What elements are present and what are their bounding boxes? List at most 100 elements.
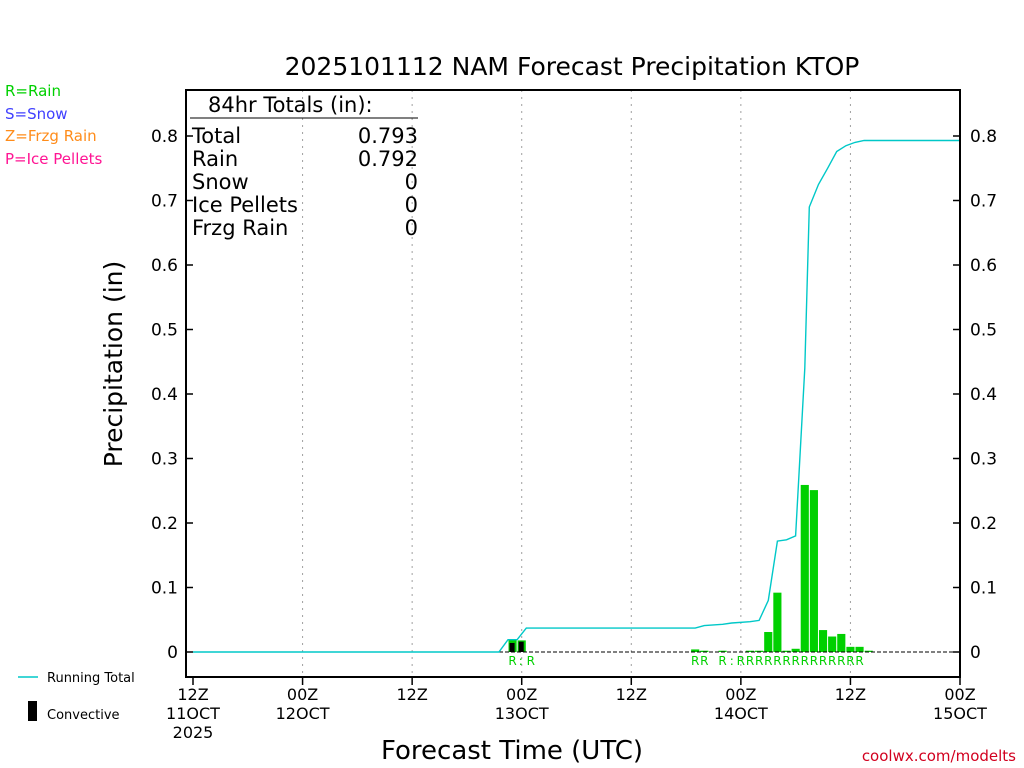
y-tick-label-right: 0.1 [970, 579, 997, 599]
rain-bar [855, 646, 864, 652]
y-tick-label-right: 0.3 [970, 450, 997, 470]
precip-type-marker: R [810, 654, 818, 668]
rain-bar [828, 636, 837, 652]
rain-bar [782, 650, 791, 652]
x-axis-title: Forecast Time (UTC) [381, 736, 643, 766]
precip-type-marker: : [519, 654, 523, 668]
y-tick-label-right: 0 [970, 643, 981, 663]
rain-bar [700, 650, 709, 652]
rain-bar [718, 650, 727, 652]
totals-label-rain: Rain [192, 147, 238, 171]
legend-running-total: Running Total [47, 671, 135, 686]
y-tick-label-left: 0.1 [151, 579, 178, 599]
totals-box: 84hr Totals (in): Total 0.793 Rain 0.792… [190, 93, 418, 240]
rain-bar [846, 646, 855, 652]
precip-type-marker: R [782, 654, 790, 668]
totals-value-frzg: 0 [405, 216, 418, 240]
x-tick-label: 12Z [396, 685, 427, 704]
precip-type-marker: : [730, 654, 734, 668]
y-tick-label-left: 0.7 [151, 192, 178, 212]
vertical-gridlines [302, 90, 851, 677]
y-tick-label-left: 0.5 [151, 321, 178, 341]
x-tick-label: 14OCT [714, 704, 768, 723]
rain-bar [800, 484, 809, 652]
y-tick-label-left: 0.4 [151, 385, 178, 405]
y-axis-title: Precipitation (in) [99, 261, 128, 468]
rain-bar [691, 649, 700, 652]
x-tick-label: 12Z [835, 685, 866, 704]
rain-bar [745, 650, 755, 652]
rain-bar [791, 648, 800, 652]
y-tick-label-left: 0.3 [151, 450, 178, 470]
totals-value-rain: 0.792 [358, 147, 418, 171]
precip-type-marker: R [837, 654, 845, 668]
y-tick-label-right: 0.8 [970, 127, 997, 147]
legend-convective: Convective [47, 708, 120, 723]
credit-text: coolwx.com/modelts [862, 747, 1016, 765]
running-total-line [193, 139, 960, 653]
totals-label-snow: Snow [192, 170, 249, 194]
precip-type-marker: R [828, 654, 836, 668]
y-tick-label-left: 0 [167, 643, 178, 663]
y-tick-label-right: 0.6 [970, 256, 997, 276]
x-tick-label: 13OCT [495, 704, 549, 723]
totals-value-snow: 0 [405, 170, 418, 194]
y-tick-label-right: 0.2 [970, 514, 997, 534]
precip-type-marker: R [755, 654, 763, 668]
precip-type-marker: R [773, 654, 781, 668]
convective-bars [509, 641, 524, 652]
x-tick-label: 00Z [944, 685, 975, 704]
plot-frame [185, 89, 961, 678]
y-tick-label-right: 0.5 [970, 321, 997, 341]
precip-type-marker: R [855, 654, 863, 668]
rain-bar [755, 650, 764, 652]
legend-ice-pellets: P=Ice Pellets [5, 150, 102, 168]
y-axis-right: 0 0.1 0.2 0.3 0.4 0.5 0.6 0.7 0.8 [953, 127, 997, 663]
totals-label-ice: Ice Pellets [192, 193, 298, 217]
x-tick-label: 00Z [287, 685, 318, 704]
precip-type-marker: R [508, 654, 516, 668]
rain-bar [818, 630, 828, 652]
x-tick-label: 12Z [616, 685, 647, 704]
convective-swatch [28, 701, 37, 721]
x-tick-label: 2025 [173, 723, 214, 742]
convective-bar [509, 642, 515, 652]
precip-type-marker: R [746, 654, 754, 668]
rain-bar [773, 592, 782, 652]
precip-type-marker: R [718, 654, 726, 668]
y-tick-label-left: 0.8 [151, 127, 178, 147]
y-tick-label-right: 0.7 [970, 192, 997, 212]
totals-label-frzg: Frzg Rain [192, 216, 288, 240]
precip-type-marker: R [791, 654, 799, 668]
x-tick-label: 00Z [725, 685, 756, 704]
rain-bar [837, 633, 846, 652]
precip-type-marker: R [846, 654, 854, 668]
chart-title: 2025101112 NAM Forecast Precipitation KT… [285, 52, 860, 81]
rain-bar [864, 650, 873, 652]
y-tick-label-right: 0.4 [970, 385, 997, 405]
x-tick-label: 00Z [506, 685, 537, 704]
convective-bar [518, 641, 524, 652]
legend-rain: R=Rain [5, 82, 61, 100]
x-tick-label: 12Z [177, 685, 208, 704]
y-axis-left: 0 0.1 0.2 0.3 0.4 0.5 0.6 0.7 0.8 [151, 127, 193, 663]
legend-snow: S=Snow [5, 105, 68, 123]
totals-label-total: Total [191, 124, 241, 148]
rain-bar [764, 632, 773, 652]
y-tick-label-left: 0.6 [151, 256, 178, 276]
precip-type-marker: R [527, 654, 535, 668]
x-tick-label: 12OCT [276, 704, 330, 723]
precip-type-marker: R [691, 654, 699, 668]
precip-type-marker: R [764, 654, 772, 668]
rain-bar [809, 490, 818, 652]
totals-heading: 84hr Totals (in): [208, 93, 373, 117]
legend-frzg-rain: Z=Frzg Rain [5, 127, 97, 145]
precip-type-marker: R [700, 654, 708, 668]
x-tick-label: 11OCT [166, 704, 220, 723]
precip-bars [508, 484, 873, 652]
precip-type-marker: R [819, 654, 827, 668]
totals-value-ice: 0 [405, 193, 418, 217]
